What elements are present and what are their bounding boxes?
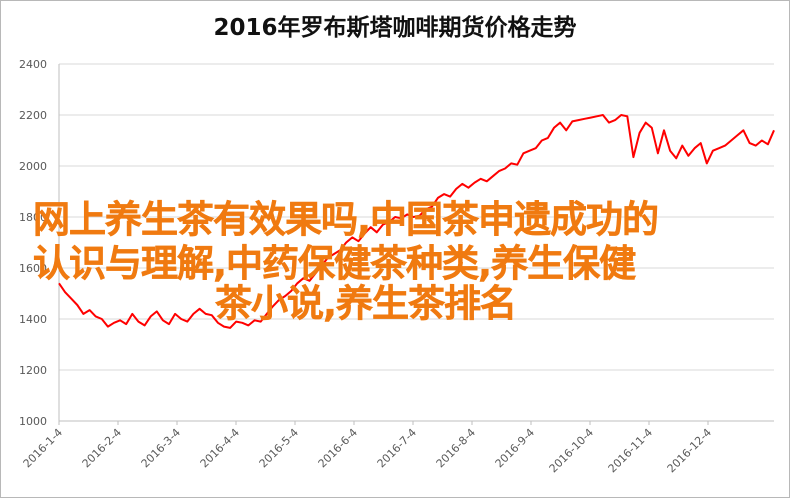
x-tick-label: 2016-11-4 [606, 426, 655, 475]
y-tick-label: 2200 [19, 109, 47, 122]
y-tick-label: 1400 [19, 313, 47, 326]
x-tick-label: 2016-2-4 [80, 426, 125, 471]
x-tick-label: 2016-10-4 [547, 426, 596, 475]
y-tick-label: 1800 [19, 211, 47, 224]
y-tick-label: 1600 [19, 262, 47, 275]
y-tick-label: 1200 [19, 364, 47, 377]
x-tick-label: 2016-3-4 [139, 426, 184, 471]
x-tick-label: 2016-9-4 [493, 426, 538, 471]
axes [58, 64, 774, 425]
x-tick-labels: 2016-1-4 2016-2-4 2016-3-4 2016-4-4 2016-5-4… [21, 426, 715, 475]
y-tick-label: 2000 [19, 160, 47, 173]
x-tick-label: 2016-5-4 [257, 426, 302, 471]
x-tick-label: 2016-4-4 [198, 426, 243, 471]
y-tick-labels: 1000 1200 1400 1600 1800 2000 2200 2400 [19, 58, 47, 428]
overlay-text-line-3: 茶小说,养生茶排名 [215, 282, 518, 326]
chart-title: 2016年罗布斯塔咖啡期货价格走势 [213, 15, 577, 41]
series-line [58, 114, 775, 329]
gridlines [59, 63, 774, 422]
y-tick-label: 1000 [19, 415, 47, 428]
series-layer [58, 114, 775, 329]
overlay-text-line-1: 网上养生茶有效果吗,中国茶申遗成功的 [33, 198, 660, 242]
x-tick-label: 2016-12-4 [665, 426, 714, 475]
x-tick-label: 2016-1-4 [21, 426, 66, 471]
y-tick-label: 2400 [19, 58, 47, 71]
overlay-text-line-2: 认识与理解,中药保健茶种类,养生保健 [33, 242, 637, 286]
x-tick-label: 2016-8-4 [434, 426, 479, 471]
x-tick-label: 2016-7-4 [375, 426, 420, 471]
x-tick-label: 2016-6-4 [316, 426, 361, 471]
